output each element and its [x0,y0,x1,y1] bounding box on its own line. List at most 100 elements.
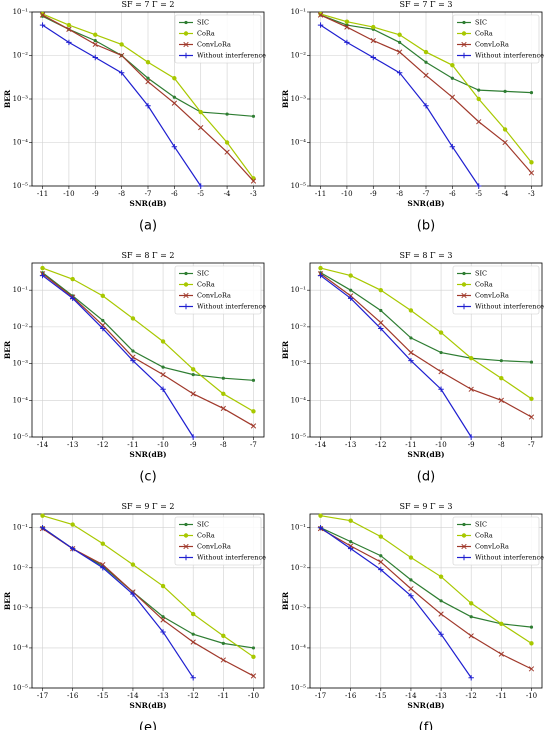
subplot-title: SF = 9 Γ = 2 [122,502,175,511]
legend-label: Without interference [197,52,266,60]
x-tick-label: -5 [197,190,204,198]
data-point [145,79,151,85]
plot-area [39,265,257,440]
data-point [160,339,166,344]
x-tick-label: -10 [63,190,74,198]
plot-frame [309,262,543,438]
x-tick-label: -10 [248,692,259,700]
data-point [379,554,383,558]
data-point [190,639,196,645]
data-point [66,26,72,32]
y-tick-label: 10⁻⁵ [291,684,307,692]
x-tick-label: -16 [345,692,357,700]
legend-marker [183,543,189,550]
data-point [528,170,535,176]
y-tick-label: 10⁻³ [13,604,29,612]
legend-marker [183,282,189,287]
data-point [224,140,230,145]
data-point [172,95,176,99]
data-point [100,325,106,332]
x-tick-label: -12 [188,692,199,700]
y-axis-label: BER [3,89,12,108]
data-point [409,578,413,582]
legend-label: CoRa [475,30,493,38]
data-point [349,288,353,292]
y-tick-label: 10⁻⁴ [13,139,29,147]
subplot: SF = 9 Γ = 3 10⁻⁵ 10⁻⁴ 10⁻³ 10⁻² 10⁻¹ -17 -16 -1… [281,502,544,730]
legend-label: ConvLoRa [197,41,231,49]
legend-marker [461,52,467,59]
data-point [39,272,46,279]
data-point [93,32,98,37]
data-point [477,88,481,92]
y-tick-label: 10⁻¹ [13,524,29,532]
legend-marker [461,292,467,299]
x-tick-label: -14 [37,441,49,449]
x-tick-label: -9 [370,190,377,198]
data-point [378,320,384,326]
data-point [370,54,376,61]
legend-marker [184,20,188,25]
x-tick-label: -6 [171,190,178,198]
data-point [101,318,105,323]
data-point [468,356,474,361]
legend-label: SIC [197,19,209,27]
series-line [320,275,472,438]
subplot: SF = 7 Γ = 3 10⁻⁵ 10⁻⁴ 10⁻³ 10⁻² 10⁻¹ -11 -10 -9… [281,0,544,234]
data-point [318,513,323,518]
data-point [344,39,350,46]
data-point [344,24,350,30]
data-point [371,24,376,30]
legend-label: Without interference [197,303,266,311]
data-point [224,149,230,155]
data-point [450,76,454,80]
data-point [529,641,534,646]
data-point [450,62,455,68]
data-point [146,76,150,80]
legend-marker [462,271,466,276]
data-point [221,633,226,639]
data-point [160,371,166,378]
x-axis-label: SNR(dB) [407,701,444,710]
data-point [69,545,76,552]
data-point [528,666,535,672]
x-tick-label: -8 [220,441,227,449]
plot-frame [309,513,543,689]
data-point [378,534,384,539]
x-tick-label: -15 [97,692,108,700]
legend-marker [183,533,189,538]
legend-label: ConvLoRa [475,41,509,49]
data-point [423,49,429,55]
y-axis-label: BER [281,340,290,359]
data-point [251,654,256,660]
data-point [93,39,97,43]
legend-label: CoRa [475,281,493,289]
series-line [320,527,532,628]
subplot-title: SF = 8 Γ = 2 [122,251,175,260]
data-point [529,396,534,401]
data-point [498,397,504,403]
x-tick-label: -11 [405,441,416,449]
data-point [131,349,135,353]
legend-marker [183,292,189,299]
data-point [198,183,204,189]
legend-marker [183,52,189,59]
data-point [225,112,229,116]
series-line [320,528,532,670]
y-tick-label: 10⁻² [291,323,307,331]
data-point [398,40,402,45]
data-point [100,541,106,546]
legend-label: SIC [475,19,487,27]
data-point [476,96,481,102]
data-point [348,273,353,278]
data-point [439,599,443,603]
x-tick-label: -13 [435,692,446,700]
data-point [221,391,226,397]
x-tick-label: -10 [526,692,537,700]
x-tick-label: -9 [190,441,197,449]
data-point [502,139,508,146]
series-line [320,527,472,679]
subplot: SF = 7 Γ = 2 10⁻⁵ 10⁻⁴ 10⁻³ 10⁻² 10⁻¹ -11 -10 -9… [3,0,266,234]
data-point [191,632,195,636]
data-point [503,89,507,93]
